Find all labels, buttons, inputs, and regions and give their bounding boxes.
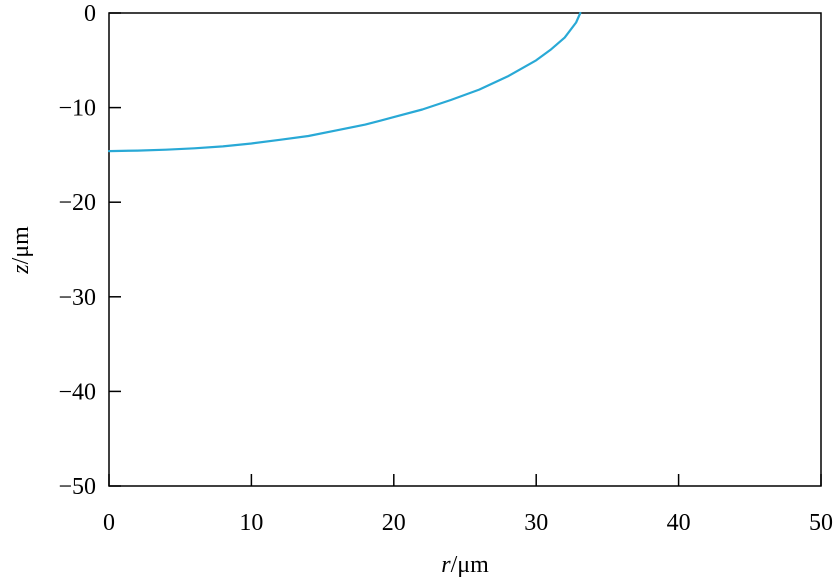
y-tick-label: −30 bbox=[58, 285, 96, 311]
x-tick-label: 0 bbox=[103, 510, 115, 536]
plot-frame bbox=[108, 12, 822, 487]
x-axis-unit: /μm bbox=[451, 552, 490, 578]
y-axis-unit: /μm bbox=[8, 226, 34, 265]
y-tick-label: −20 bbox=[58, 190, 96, 216]
x-axis-var: r bbox=[441, 552, 451, 578]
series-line bbox=[107, 11, 582, 153]
y-axis-var: z bbox=[8, 264, 34, 275]
y-tick-label: −40 bbox=[58, 379, 96, 405]
tick-labels: 0 10 20 30 40 50 0 −10 −20 −30 −40 −50 bbox=[58, 1, 833, 536]
x-tick-label: 40 bbox=[667, 510, 691, 536]
y-tick-label: −50 bbox=[58, 474, 96, 500]
x-tick-label: 10 bbox=[239, 510, 263, 536]
y-axis-label: z/μm bbox=[8, 226, 34, 275]
y-tick-label: −10 bbox=[58, 96, 96, 122]
series-group bbox=[107, 11, 582, 153]
x-tick-label: 50 bbox=[809, 510, 833, 536]
y-tick-label: 0 bbox=[84, 1, 96, 27]
x-axis-label: r/μm bbox=[441, 552, 489, 578]
axis-ticks bbox=[108, 12, 822, 487]
x-tick-label: 30 bbox=[524, 510, 548, 536]
x-tick-label: 20 bbox=[382, 510, 406, 536]
